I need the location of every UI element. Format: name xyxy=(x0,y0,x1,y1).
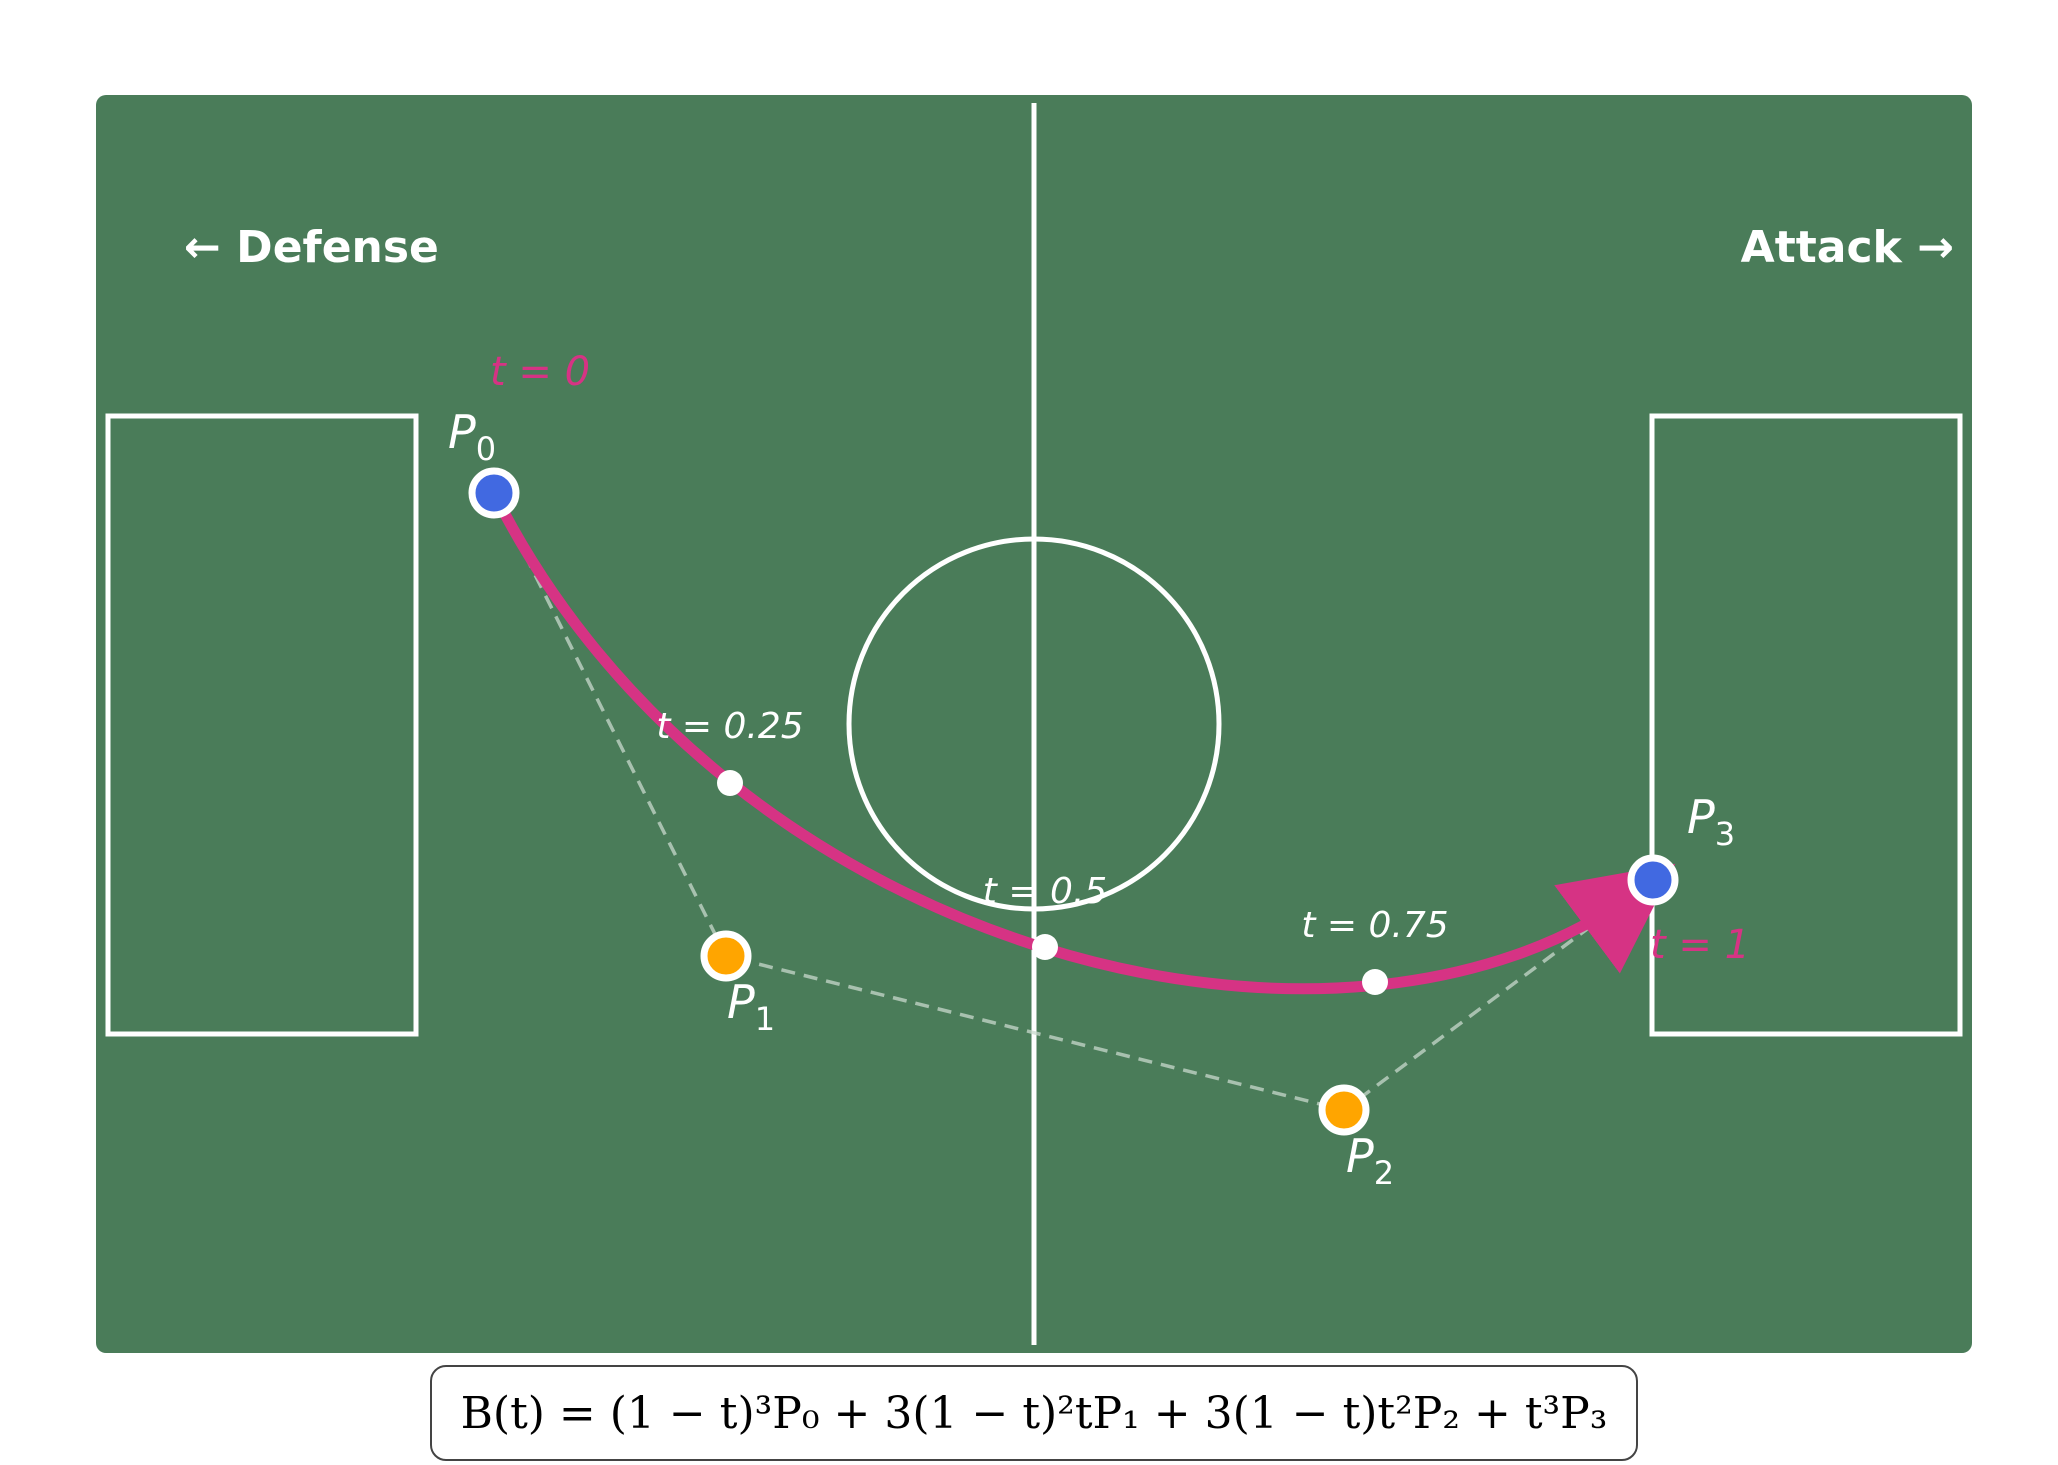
curve-sample-point xyxy=(717,770,743,796)
p3-label: P3 xyxy=(1687,790,1735,853)
p3-point xyxy=(1627,854,1679,906)
p2-label: P2 xyxy=(1346,1129,1394,1192)
defense-label: ← Defense xyxy=(184,222,439,273)
sample-label-025: t = 0.25 xyxy=(656,706,803,747)
centre-circle xyxy=(846,536,1222,912)
right-penalty-box xyxy=(1649,413,1963,1037)
start-t-label: t = 0 xyxy=(490,349,590,395)
p2-point xyxy=(1318,1084,1370,1136)
formula-box: B(t) = (1 − t)³P₀ + 3(1 − t)²tP₁ + 3(1 −… xyxy=(430,1365,1638,1461)
p0-point xyxy=(468,467,520,519)
curve-sample-point xyxy=(1362,969,1388,995)
bezier-formula: B(t) = (1 − t)³P₀ + 3(1 − t)²tP₁ + 3(1 −… xyxy=(460,1387,1608,1439)
sample-label-075: t = 0.75 xyxy=(1301,905,1448,946)
control-polygon xyxy=(492,492,1655,1112)
p1-point xyxy=(700,930,752,982)
left-penalty-box xyxy=(105,413,419,1037)
sample-label-05: t = 0.5 xyxy=(983,871,1107,912)
curve-sample-point xyxy=(1032,934,1058,960)
end-t-label: t = 1 xyxy=(1650,922,1750,968)
p0-label: P0 xyxy=(448,405,496,468)
attack-label: Attack → xyxy=(1741,222,1954,273)
p1-label: P1 xyxy=(727,975,775,1038)
